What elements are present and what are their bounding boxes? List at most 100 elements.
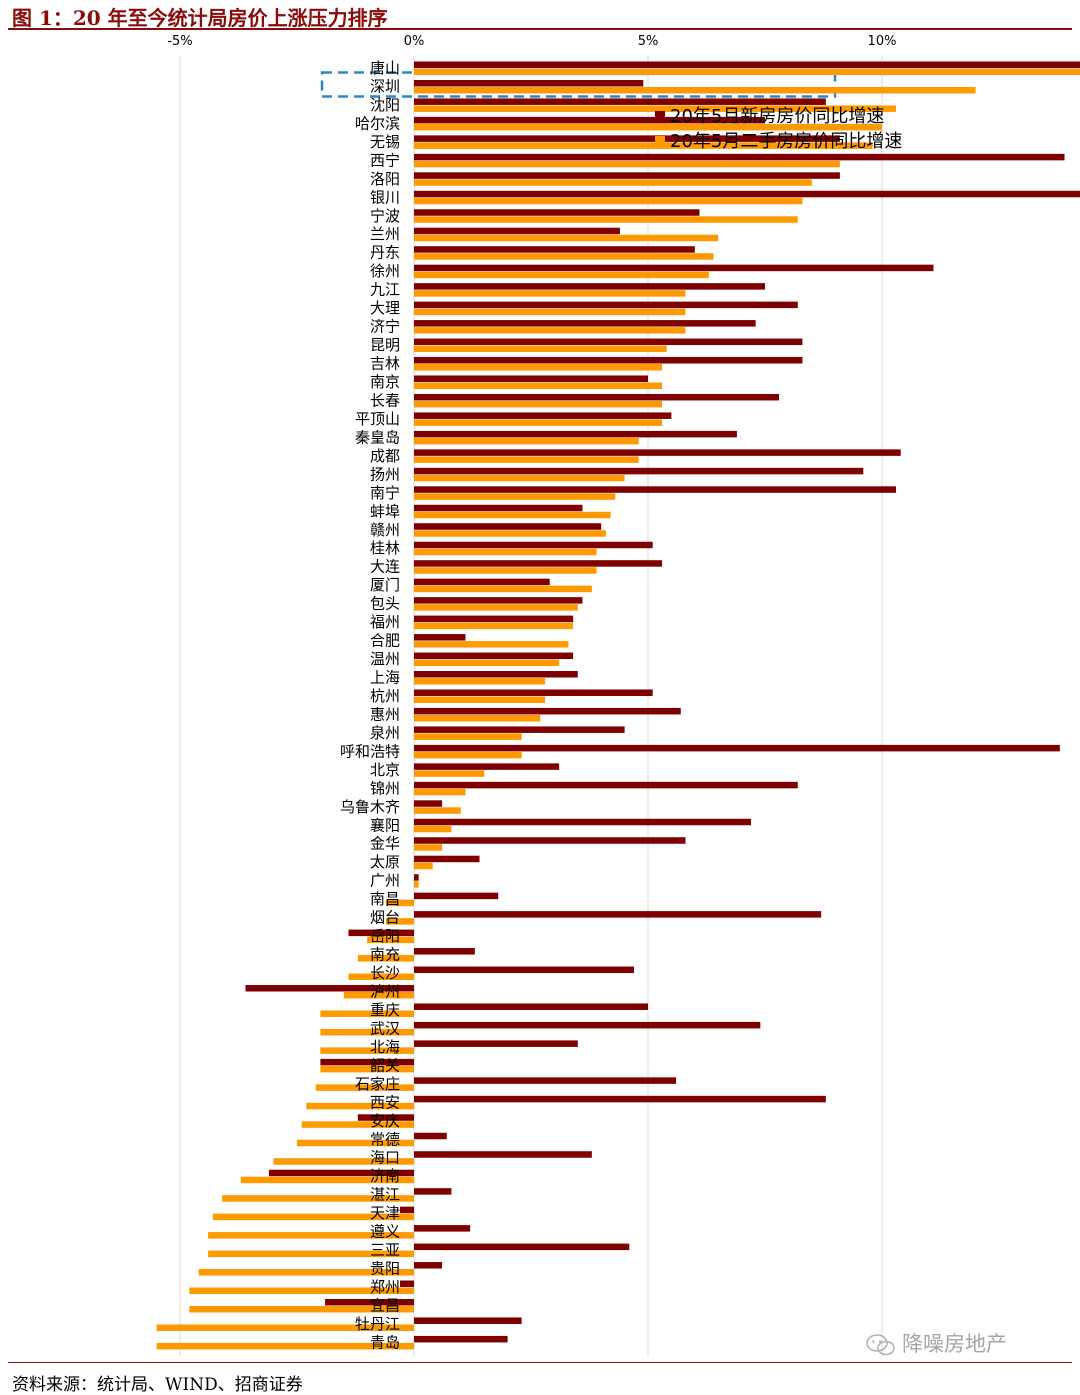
bar-second-hand: [222, 1195, 414, 1202]
bar-second-hand: [414, 68, 1080, 75]
bar-new-home: [414, 948, 475, 955]
category-label: 惠州: [370, 705, 400, 723]
bar-new-home: [414, 1077, 677, 1084]
bar-second-hand: [414, 160, 840, 168]
bar-new-home: [414, 1317, 522, 1324]
bar-new-home: [414, 375, 648, 382]
category-label: 秦皇岛: [355, 428, 400, 446]
category-label: 深圳: [370, 77, 400, 95]
bar-new-home: [414, 467, 864, 475]
x-tick-labels: -10%-5%0%5%10%15%20%: [167, 34, 896, 49]
bar-new-home: [320, 1058, 414, 1066]
bar-second-hand: [414, 105, 897, 112]
bar-new-home: [414, 301, 798, 309]
bar-new-home: [399, 1280, 414, 1288]
bar-second-hand: [414, 327, 686, 334]
bar-second-hand: [208, 1250, 414, 1258]
category-label: 上海: [370, 669, 400, 687]
bar-new-home: [414, 541, 653, 549]
bar-new-home: [414, 1188, 452, 1195]
bar-new-home: [414, 357, 803, 364]
category-label: 湛江: [370, 1186, 400, 1204]
bar-second-hand: [414, 770, 485, 777]
bar-second-hand: [414, 604, 578, 611]
bar-new-home: [414, 190, 1080, 198]
category-label: 天津: [370, 1204, 400, 1222]
bar-new-home: [414, 264, 934, 272]
bar-new-home: [414, 744, 1060, 752]
category-labels: 唐山深圳沈阳哈尔滨无锡西宁洛阳银川宁波兰州丹东徐州九江大理济宁昆明吉林南京长春平…: [340, 59, 400, 1351]
bar-second-hand: [414, 179, 812, 186]
category-label: 太原: [370, 853, 400, 871]
bar-second-hand: [385, 918, 414, 925]
bar-second-hand: [414, 733, 522, 740]
legend-swatch: [655, 111, 665, 121]
bar-second-hand: [320, 1028, 414, 1036]
category-label: 襄阳: [370, 816, 400, 834]
category-label: 杭州: [370, 687, 400, 705]
page-title: 图 1：20 年至今统计局房价上涨压力排序: [12, 6, 388, 30]
bar-second-hand: [414, 290, 686, 297]
bar-second-hand: [414, 678, 546, 685]
category-label: 济宁: [370, 318, 400, 336]
category-label: 福州: [370, 613, 400, 631]
bar-new-home: [268, 1169, 414, 1177]
bar-second-hand: [414, 400, 663, 408]
bar-new-home: [414, 246, 695, 253]
bar-new-home: [414, 874, 419, 881]
category-label: 合肥: [370, 632, 400, 650]
bar-second-hand: [385, 899, 414, 907]
category-label: 兰州: [370, 225, 400, 243]
bar-second-hand: [414, 530, 606, 537]
bar-second-hand: [414, 714, 541, 722]
bar-second-hand: [414, 862, 433, 870]
bar-new-home: [414, 615, 574, 623]
watermark: 降噪房地产: [866, 1328, 1007, 1358]
bar-second-hand: [156, 1324, 414, 1331]
bar-second-hand: [367, 936, 414, 944]
bar-new-home: [414, 1021, 761, 1029]
bar-new-home: [414, 671, 578, 678]
category-label: 桂林: [370, 539, 400, 557]
bar-new-home: [414, 855, 480, 863]
bar-second-hand: [414, 253, 714, 260]
bar-second-hand: [414, 807, 461, 814]
category-label: 银川: [370, 188, 400, 206]
bar-second-hand: [414, 548, 597, 556]
bar-second-hand: [156, 1342, 414, 1350]
bar-new-home: [414, 1095, 826, 1103]
category-label: 西安: [370, 1093, 400, 1111]
bar-new-home: [414, 707, 681, 715]
bar-second-hand: [414, 751, 522, 759]
bar-second-hand: [414, 456, 639, 463]
bar-new-home: [414, 652, 574, 660]
category-label: 常德: [370, 1130, 400, 1148]
bar-new-home: [414, 153, 1065, 161]
bar-second-hand: [414, 86, 976, 94]
category-label: 贵阳: [370, 1260, 400, 1278]
category-label: 平顶山: [355, 410, 400, 428]
bar-second-hand: [414, 142, 873, 149]
bar-second-hand: [343, 992, 414, 999]
x-tick-label: 0%: [404, 34, 425, 49]
bar-new-home: [414, 1262, 443, 1269]
bar-new-home: [414, 763, 560, 770]
bar-second-hand: [414, 364, 663, 371]
bar-new-home: [414, 227, 620, 235]
bar-new-home: [414, 486, 897, 493]
category-label: 昆明: [370, 336, 400, 354]
category-label: 安庆: [370, 1112, 400, 1130]
bar-second-hand: [414, 474, 625, 482]
bar-new-home: [357, 1114, 414, 1121]
bar-second-hand: [189, 1287, 414, 1295]
legend: 20年5月新房房价同比增速 20年5月二手房房价同比增速: [655, 106, 902, 152]
bar-new-home: [414, 412, 672, 419]
bar-new-home: [414, 634, 466, 641]
category-label: 武汉: [370, 1019, 400, 1037]
category-label: 金华: [370, 835, 400, 853]
bar-new-home: [414, 98, 826, 105]
category-label: 南京: [370, 373, 400, 391]
category-label: 哈尔滨: [355, 114, 400, 132]
bar-new-home: [414, 1335, 508, 1343]
